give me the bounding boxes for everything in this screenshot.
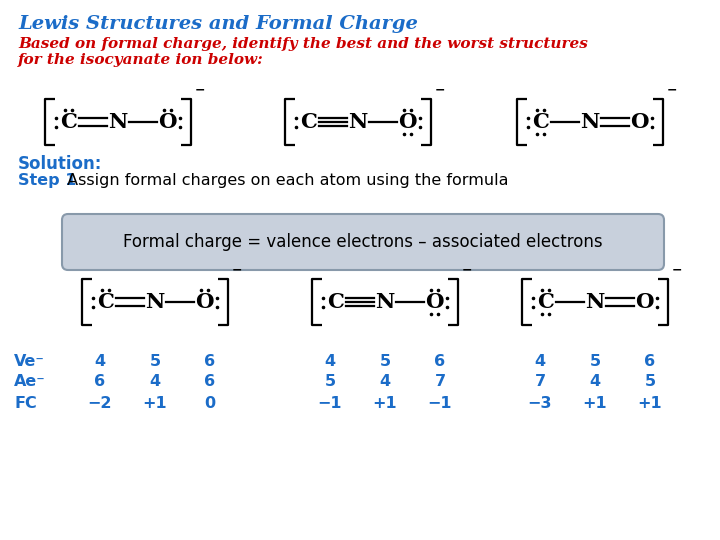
- Text: O: O: [158, 112, 176, 132]
- Text: N: N: [145, 292, 165, 312]
- Text: O: O: [426, 292, 444, 312]
- Text: −: −: [194, 84, 205, 97]
- Text: +1: +1: [582, 396, 607, 411]
- Text: 4: 4: [379, 375, 390, 389]
- Text: Formal charge = valence electrons – associated electrons: Formal charge = valence electrons – asso…: [123, 233, 603, 251]
- Text: 6: 6: [434, 354, 446, 369]
- Text: O: O: [195, 292, 214, 312]
- Text: +1: +1: [638, 396, 662, 411]
- Text: 4: 4: [150, 375, 161, 389]
- Text: C: C: [532, 112, 549, 132]
- Text: 0: 0: [204, 396, 215, 411]
- Text: −1: −1: [428, 396, 452, 411]
- Text: 5: 5: [150, 354, 161, 369]
- FancyBboxPatch shape: [62, 214, 664, 270]
- Text: C: C: [60, 112, 77, 132]
- Text: O: O: [630, 112, 649, 132]
- Text: Lewis Structures and Formal Charge: Lewis Structures and Formal Charge: [18, 15, 418, 33]
- Text: +1: +1: [143, 396, 167, 411]
- Text: N: N: [375, 292, 395, 312]
- Text: Assign formal charges on each atom using the formula: Assign formal charges on each atom using…: [62, 173, 508, 188]
- Text: Based on formal charge, identify the best and the worst structures: Based on formal charge, identify the bes…: [18, 37, 588, 51]
- Text: −: −: [462, 264, 472, 277]
- Text: C: C: [537, 292, 554, 312]
- Text: 4: 4: [534, 354, 546, 369]
- Text: 4: 4: [325, 354, 336, 369]
- Text: 6: 6: [204, 354, 215, 369]
- Text: 6: 6: [204, 375, 215, 389]
- Text: C: C: [300, 112, 317, 132]
- Text: FC: FC: [14, 396, 37, 411]
- Text: −: −: [434, 84, 445, 97]
- Text: 5: 5: [325, 375, 336, 389]
- Text: 7: 7: [534, 375, 546, 389]
- Text: C: C: [97, 292, 114, 312]
- Text: Ve⁻: Ve⁻: [14, 354, 45, 369]
- Text: N: N: [348, 112, 368, 132]
- Text: 5: 5: [379, 354, 390, 369]
- Text: Ae⁻: Ae⁻: [14, 375, 46, 389]
- Text: −2: −2: [88, 396, 112, 411]
- Text: +1: +1: [373, 396, 397, 411]
- Text: N: N: [580, 112, 600, 132]
- Text: 5: 5: [590, 354, 600, 369]
- Text: 7: 7: [434, 375, 446, 389]
- Text: −: −: [672, 264, 682, 277]
- Text: C: C: [327, 292, 344, 312]
- Text: 6: 6: [94, 375, 106, 389]
- Text: N: N: [585, 292, 605, 312]
- Text: O: O: [398, 112, 417, 132]
- Text: Step 1: Step 1: [18, 173, 76, 188]
- Text: 6: 6: [644, 354, 656, 369]
- Text: −1: −1: [318, 396, 342, 411]
- Text: N: N: [108, 112, 127, 132]
- Text: −3: −3: [528, 396, 552, 411]
- Text: −: −: [232, 264, 242, 277]
- Text: −: −: [667, 84, 677, 97]
- Text: 4: 4: [590, 375, 600, 389]
- Text: O: O: [635, 292, 654, 312]
- Text: 5: 5: [644, 375, 656, 389]
- Text: 4: 4: [94, 354, 106, 369]
- Text: Solution:: Solution:: [18, 155, 102, 173]
- Text: for the isocyanate ion below:: for the isocyanate ion below:: [18, 53, 264, 67]
